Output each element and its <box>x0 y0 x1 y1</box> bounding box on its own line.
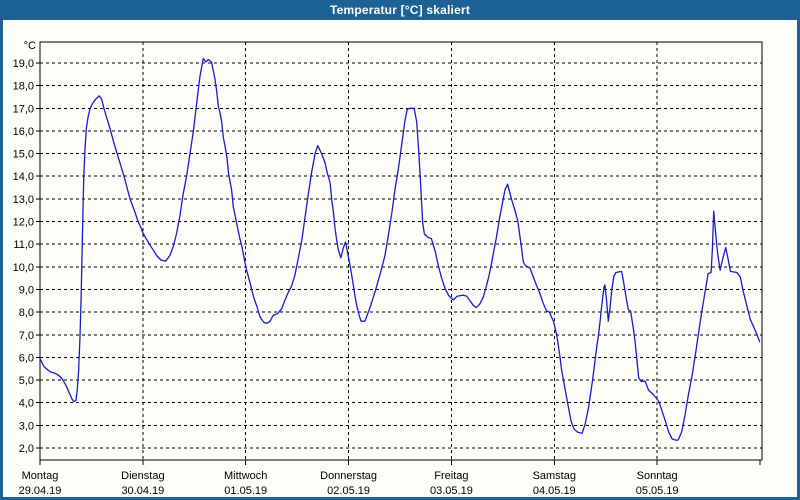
x-date-label: 03.05.19 <box>430 485 473 497</box>
x-date-label: 02.05.19 <box>327 485 370 497</box>
y-tick-label: 12,0 <box>13 217 34 229</box>
x-day-label: Sonntag <box>637 470 678 482</box>
y-axis-unit-label: °C <box>24 40 36 52</box>
y-tick-label: 19,0 <box>13 58 34 70</box>
y-tick-label: 10,0 <box>13 262 34 274</box>
x-date-label: 04.05.19 <box>533 485 576 497</box>
plot-frame <box>39 41 763 461</box>
y-tick-label: 5,0 <box>19 375 34 387</box>
y-tick-label: 6,0 <box>19 352 34 364</box>
x-day-label: Samstag <box>533 470 576 482</box>
x-date-label: 05.05.19 <box>636 485 679 497</box>
x-day-label: Mittwoch <box>224 470 267 482</box>
y-tick-label: 7,0 <box>19 330 34 342</box>
x-date-label: 29.04.19 <box>19 485 62 497</box>
temperature-curve <box>39 57 761 441</box>
y-tick-label: 4,0 <box>19 398 34 410</box>
x-day-label: Montag <box>22 470 59 482</box>
y-tick-label: 8,0 <box>19 307 34 319</box>
y-tick-label: 17,0 <box>13 103 34 115</box>
x-day-label: Dienstag <box>121 470 164 482</box>
x-day-label: Donnerstag <box>320 470 377 482</box>
y-tick-label: 16,0 <box>13 126 34 138</box>
y-tick-label: 14,0 <box>13 171 34 183</box>
y-tick-label: 9,0 <box>19 284 34 296</box>
y-tick-label: 18,0 <box>13 81 34 93</box>
y-tick-label: 13,0 <box>13 194 34 206</box>
y-tick-label: 3,0 <box>19 420 34 432</box>
window-title: Temperatur [°C] skaliert <box>329 3 471 17</box>
y-tick-label: 11,0 <box>13 239 34 251</box>
y-tick-label: 15,0 <box>13 149 34 161</box>
x-date-label: 30.04.19 <box>121 485 164 497</box>
x-date-label: 01.05.19 <box>224 485 267 497</box>
x-day-label: Freitag <box>434 470 468 482</box>
window-titlebar: Temperatur [°C] skaliert <box>0 0 800 20</box>
y-tick-label: 2,0 <box>19 443 34 455</box>
